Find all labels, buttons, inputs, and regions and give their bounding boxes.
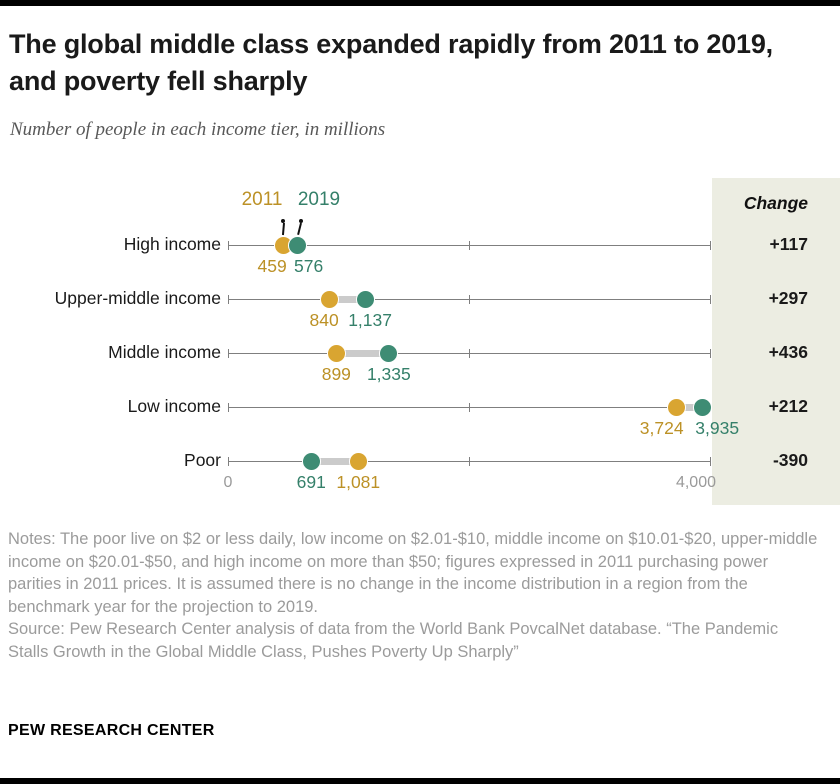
legend-label-2019: 2019 [297,189,341,210]
axis-tick [709,295,711,304]
category-label: Upper-middle income [54,288,221,308]
connector-bar [336,350,389,357]
value-label-2011: 459 [257,256,287,276]
change-value: +212 [768,396,808,416]
legend-pointer-line [282,222,285,236]
legend-pointer-dot [281,219,286,223]
connector-bar [676,404,703,411]
change-value: +436 [768,342,808,362]
axis-tick [227,457,229,466]
legend-label-2011: 2011 [241,189,283,210]
change-value: +117 [769,234,808,254]
change-column-header: Change [743,193,808,213]
axis-tick [468,457,470,466]
axis-tick [709,241,711,250]
bottom-rule [0,778,840,784]
connector-bar [329,296,365,303]
value-label-2011: 3,724 [639,418,684,438]
dot-2019 [692,397,712,417]
dot-2019 [301,451,321,471]
x-axis-label-max: 4,000 [675,474,716,491]
plot-area: Change 2011 2019 High income 459 576 +117 Up… [0,175,840,510]
x-axis-label-min: 0 [223,474,233,491]
top-rule [0,0,840,6]
dot-2011 [348,451,368,471]
dot-2019 [287,235,307,255]
dot-2019 [355,289,375,309]
notes-block: Notes: The poor live on $2 or less daily… [8,528,822,664]
page-title: The global middle class expanded rapidly… [9,29,773,96]
category-label: Middle income [108,342,221,362]
notes-text: Notes: The poor live on $2 or less daily… [8,530,818,616]
category-label: Poor [184,450,221,470]
value-label-2019: 1,137 [348,310,392,330]
chart-subtitle: Number of people in each income tier, in… [10,119,386,140]
category-label: Low income [127,396,221,416]
value-label-2019: 3,935 [695,418,740,438]
change-panel: Change [712,178,840,505]
legend-pointer-line [297,222,302,235]
change-value: -390 [772,450,808,470]
value-label-2011: 840 [309,310,339,330]
value-label-2011: 1,081 [336,472,381,492]
axis-tick [709,349,711,358]
value-label-2019: 691 [296,472,326,492]
axis-tick [227,295,229,304]
category-label: High income [123,234,221,254]
dot-2011 [326,343,346,363]
dot-2019 [379,343,399,363]
axis-tick [227,403,229,412]
legend-pointer-dot [299,219,304,223]
value-label-2011: 899 [321,364,351,384]
pew-research-center-wordmark: PEW RESEARCH CENTER [8,722,215,739]
value-label-2019: 1,335 [366,364,411,384]
axis-tick [468,295,470,304]
dot-2011 [667,397,687,417]
axis-tick [709,457,711,466]
axis-tick [227,349,229,358]
dot-2011 [319,289,339,309]
change-value: +297 [768,288,808,308]
connector-bar [311,458,359,465]
source-text: Source: Pew Research Center analysis of … [8,620,779,661]
axis-tick [227,241,229,250]
axis-tick [468,349,470,358]
axis-tick [468,403,470,412]
value-label-2019: 576 [293,256,324,276]
axis-tick [468,241,470,250]
